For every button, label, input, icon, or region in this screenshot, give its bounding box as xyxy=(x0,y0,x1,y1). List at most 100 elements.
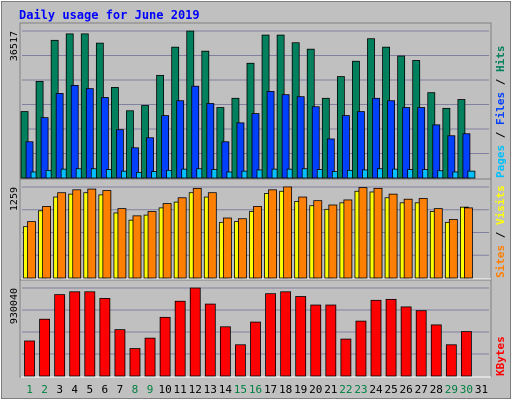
bar-sites-day-5 xyxy=(87,188,97,279)
bar-files-day-23 xyxy=(357,111,365,179)
x-tick-label-day-20: 20 xyxy=(309,383,322,396)
bar-files-day-29 xyxy=(447,135,456,179)
bar-kbytes-day-12 xyxy=(189,287,201,377)
bar-sites-day-29 xyxy=(448,219,458,279)
bar-sites-day-19 xyxy=(298,196,308,279)
bar-kbytes-day-23 xyxy=(355,320,367,377)
bar-sites-day-11 xyxy=(177,197,187,279)
bar-sites-day-6 xyxy=(102,190,112,279)
bar-files-day-6 xyxy=(100,97,109,179)
bar-files-day-25 xyxy=(387,100,395,179)
series-label-visits: Visits xyxy=(494,185,507,225)
bar-files-day-10 xyxy=(161,115,170,179)
bar-files-day-3 xyxy=(55,93,64,179)
x-tick-label-day-14: 14 xyxy=(219,383,233,396)
bar-files-day-24 xyxy=(372,97,380,179)
x-tick-label-day-28: 28 xyxy=(430,383,443,396)
series-labels-visits: Sites / Visits xyxy=(494,185,507,278)
bar-kbytes-day-24 xyxy=(370,299,382,377)
bar-sites-day-30 xyxy=(464,207,473,279)
x-tick-label-day-18: 18 xyxy=(279,383,292,396)
bar-hits-day-8 xyxy=(126,110,134,179)
bar-pages-day-30 xyxy=(467,170,476,179)
x-tick-label-day-9: 9 xyxy=(147,383,154,396)
bar-kbytes-day-2 xyxy=(39,318,50,377)
series-label-hits: Hits xyxy=(494,46,507,73)
bar-sites-day-7 xyxy=(117,208,127,279)
series-labels-hits: Pages / Files / Hits xyxy=(494,46,507,179)
bar-kbytes-day-15 xyxy=(235,344,246,377)
bar-files-day-2 xyxy=(40,117,49,179)
bar-files-day-26 xyxy=(402,107,411,179)
bar-files-day-8 xyxy=(131,147,139,179)
bar-sites-day-17 xyxy=(268,189,277,279)
bar-kbytes-day-11 xyxy=(174,300,186,377)
x-tick-label-day-2: 2 xyxy=(41,383,48,396)
bar-kbytes-day-17 xyxy=(265,293,276,377)
panel-kbytes: 930040 KBytes xyxy=(9,279,507,378)
x-tick-label-day-11: 11 xyxy=(174,383,187,396)
bar-sites-day-23 xyxy=(358,187,368,279)
x-tick-label-day-16: 16 xyxy=(249,383,262,396)
series-label-separator: / xyxy=(494,125,507,145)
series-label-pages: Pages xyxy=(494,145,507,178)
bar-kbytes-day-5 xyxy=(84,291,96,377)
bar-files-day-21 xyxy=(326,138,335,179)
bar-sites-day-3 xyxy=(57,192,67,279)
bar-files-day-7 xyxy=(116,129,124,179)
bar-sites-day-26 xyxy=(403,198,413,279)
bar-kbytes-day-14 xyxy=(219,326,231,377)
bar-files-day-27 xyxy=(417,107,426,179)
bar-kbytes-day-10 xyxy=(159,316,171,377)
x-tick-label-day-8: 8 xyxy=(132,383,139,396)
bar-sites-day-14 xyxy=(222,217,232,279)
bar-files-day-13 xyxy=(206,103,215,179)
bar-kbytes-day-26 xyxy=(400,306,412,377)
bar-kbytes-day-27 xyxy=(415,310,427,377)
bar-kbytes-day-25 xyxy=(385,298,397,377)
bar-files-day-17 xyxy=(266,91,275,179)
bar-sites-day-27 xyxy=(418,198,428,279)
bar-files-day-9 xyxy=(146,137,154,179)
bar-kbytes-day-28 xyxy=(430,324,442,377)
bar-kbytes-day-16 xyxy=(250,321,261,377)
bar-sites-day-2 xyxy=(42,206,51,279)
chart-panels: 36517 Pages / Files / Hits 1259 Sites / Vis… xyxy=(9,22,507,378)
bar-files-day-16 xyxy=(251,113,260,179)
x-tick-label-day-26: 26 xyxy=(400,383,413,396)
bar-hits-day-21 xyxy=(321,97,330,179)
series-label-kbytes: KBytes xyxy=(494,336,507,376)
bar-kbytes-day-6 xyxy=(99,298,111,377)
series-label-separator: / xyxy=(494,225,507,245)
bar-files-day-30 xyxy=(462,133,471,179)
bar-kbytes-day-4 xyxy=(69,291,81,377)
bar-kbytes-day-19 xyxy=(295,296,307,377)
bar-kbytes-day-22 xyxy=(340,338,352,377)
bar-files-day-14 xyxy=(221,141,230,179)
x-tick-label-day-7: 7 xyxy=(117,383,124,396)
bar-files-day-19 xyxy=(296,96,305,179)
x-tick-label-day-30: 30 xyxy=(460,383,473,396)
y-max-label-kbytes: 930040 xyxy=(9,288,20,324)
bar-kbytes-day-7 xyxy=(114,329,126,377)
x-tick-label-day-1: 1 xyxy=(26,383,33,396)
series-label-sites: Sites xyxy=(494,245,507,278)
bar-sites-day-20 xyxy=(313,200,323,279)
bar-sites-day-15 xyxy=(238,218,247,279)
bar-sites-day-10 xyxy=(162,203,172,279)
bar-kbytes-day-21 xyxy=(325,304,337,377)
x-tick-label-day-25: 25 xyxy=(384,383,397,396)
x-tick-label-day-13: 13 xyxy=(204,383,217,396)
bar-kbytes-day-8 xyxy=(129,348,141,377)
x-tick-label-day-6: 6 xyxy=(102,383,109,396)
bar-sites-day-16 xyxy=(253,206,262,279)
x-tick-label-day-19: 19 xyxy=(294,383,307,396)
x-tick-label-day-5: 5 xyxy=(86,383,93,396)
bar-sites-day-9 xyxy=(147,211,157,279)
bar-sites-day-1 xyxy=(27,221,36,279)
bar-kbytes-day-9 xyxy=(144,337,156,377)
x-axis-day-labels: 1 2 3 4 5 6 7 8 9 10 11 12 13 14 15 16 17 18 19 20 21 22 23 24 2… xyxy=(26,383,488,396)
x-tick-label-day-12: 12 xyxy=(189,383,202,396)
bar-sites-day-12 xyxy=(192,187,202,279)
